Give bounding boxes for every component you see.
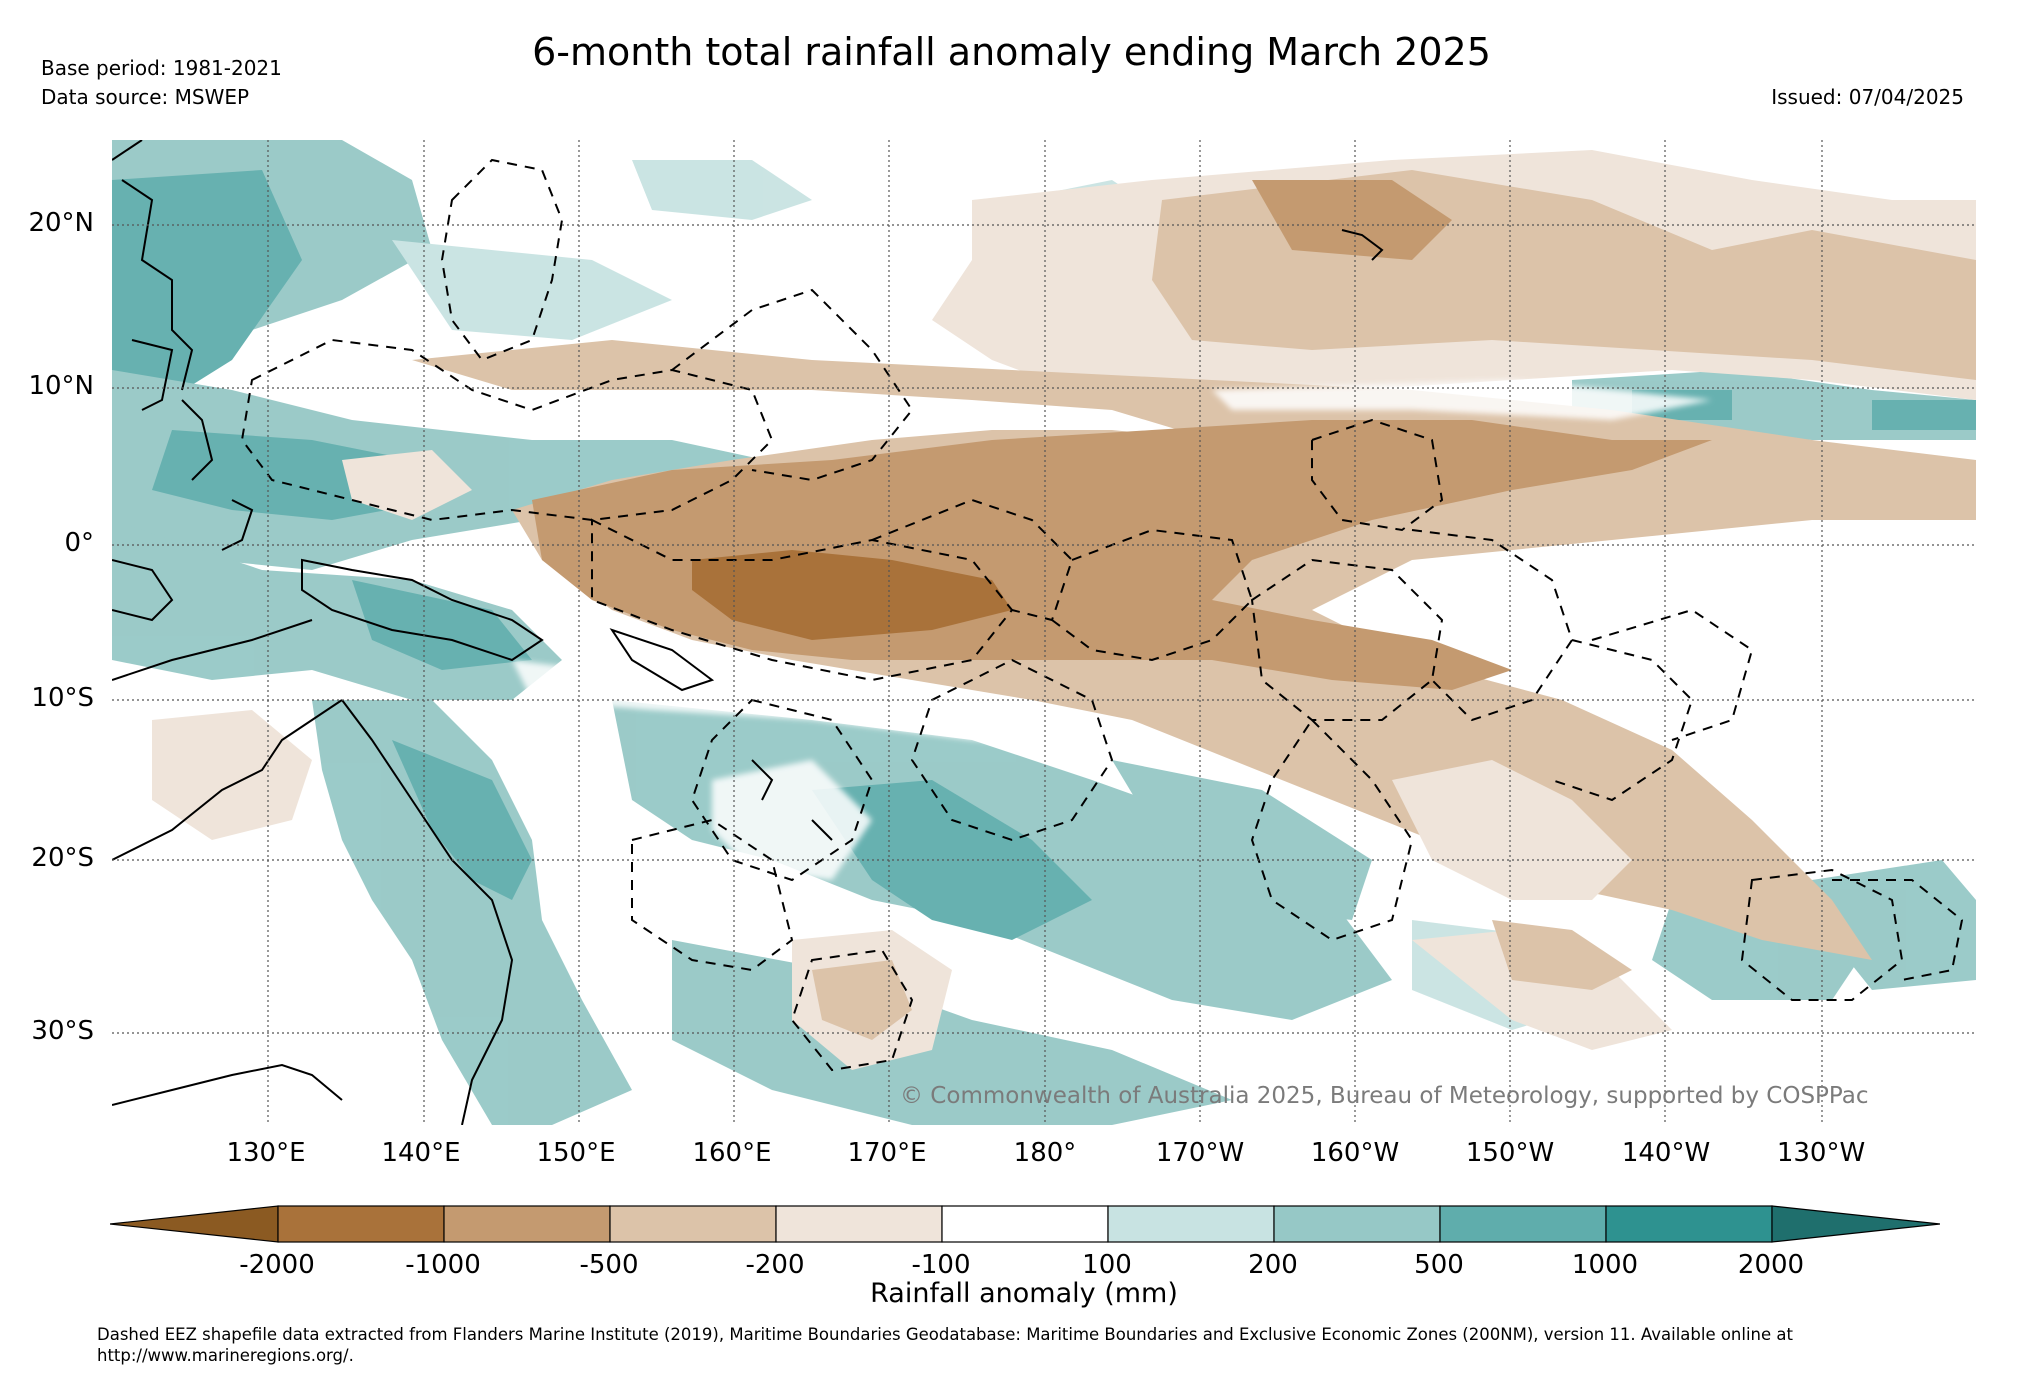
colorbar-tick: 100 [1082, 1250, 1132, 1280]
colorbar-tick: 500 [1414, 1250, 1464, 1280]
lat-label-30s: 30°S [31, 1016, 94, 1046]
coastlines [112, 140, 1384, 1125]
lon-label-140e: 140°E [381, 1138, 461, 1168]
lat-label-10n: 10°N [28, 371, 94, 401]
colorbar-swatch [277, 1205, 445, 1243]
dry-anomaly-areas [152, 150, 1976, 1070]
lon-label-170w: 170°W [1155, 1138, 1245, 1168]
colorbar-swatch [1439, 1205, 1607, 1243]
lon-label-160e: 160°E [692, 1138, 772, 1168]
copyright-notice: © Commonwealth of Australia 2025, Bureau… [900, 1083, 1869, 1109]
base-period: Base period: 1981-2021 [41, 56, 282, 80]
colorbar-tick: 200 [1248, 1250, 1298, 1280]
colorbar-tick: -200 [745, 1250, 805, 1280]
colorbar-swatch [443, 1205, 611, 1243]
lon-label-170e: 170°E [847, 1138, 927, 1168]
colorbar-swatch [941, 1205, 1109, 1243]
lat-label-10s: 10°S [31, 683, 94, 713]
colorbar-tick: 1000 [1571, 1250, 1639, 1280]
colorbar-swatch [1605, 1205, 1773, 1243]
colorbar-swatch [1273, 1205, 1441, 1243]
colorbar-extend-low [110, 1205, 279, 1243]
lon-label-130w: 130°W [1776, 1138, 1866, 1168]
lon-label-140w: 140°W [1621, 1138, 1711, 1168]
lon-label-160w: 160°W [1310, 1138, 1400, 1168]
lon-label-150w: 150°W [1465, 1138, 1555, 1168]
lat-label-20s: 20°S [31, 843, 94, 873]
lat-label-0: 0° [64, 528, 94, 558]
colorbar-swatch [609, 1205, 777, 1243]
map-canvas [112, 140, 1976, 1125]
lat-label-20n: 20°N [28, 208, 94, 238]
colorbar-extend-high [1771, 1205, 1940, 1243]
lon-label-150e: 150°E [536, 1138, 616, 1168]
chart-title: 6-month total rainfall anomaly ending Ma… [532, 30, 1491, 74]
colorbar-tick: 2000 [1737, 1250, 1805, 1280]
eez-boundaries [240, 158, 1964, 1072]
colorbar-swatch [775, 1205, 943, 1243]
issued-date: Issued: 07/04/2025 [1771, 85, 1964, 109]
neutral-gaps [512, 380, 1712, 880]
colorbar [110, 1205, 1940, 1243]
colorbar-tick: -1000 [405, 1250, 481, 1280]
colorbar-tick: -500 [579, 1250, 639, 1280]
footnote: Dashed EEZ shapefile data extracted from… [97, 1325, 1793, 1365]
lon-label-130e: 130°E [226, 1138, 306, 1168]
colorbar-tick: -100 [911, 1250, 971, 1280]
colorbar-label: Rainfall anomaly (mm) [870, 1278, 1178, 1309]
lon-label-180: 180° [1013, 1138, 1077, 1168]
data-source: Data source: MSWEP [41, 85, 250, 109]
colorbar-swatch [1107, 1205, 1275, 1243]
graticule [112, 140, 1976, 1125]
colorbar-tick: -2000 [239, 1250, 315, 1280]
rainfall-map [112, 140, 1976, 1125]
